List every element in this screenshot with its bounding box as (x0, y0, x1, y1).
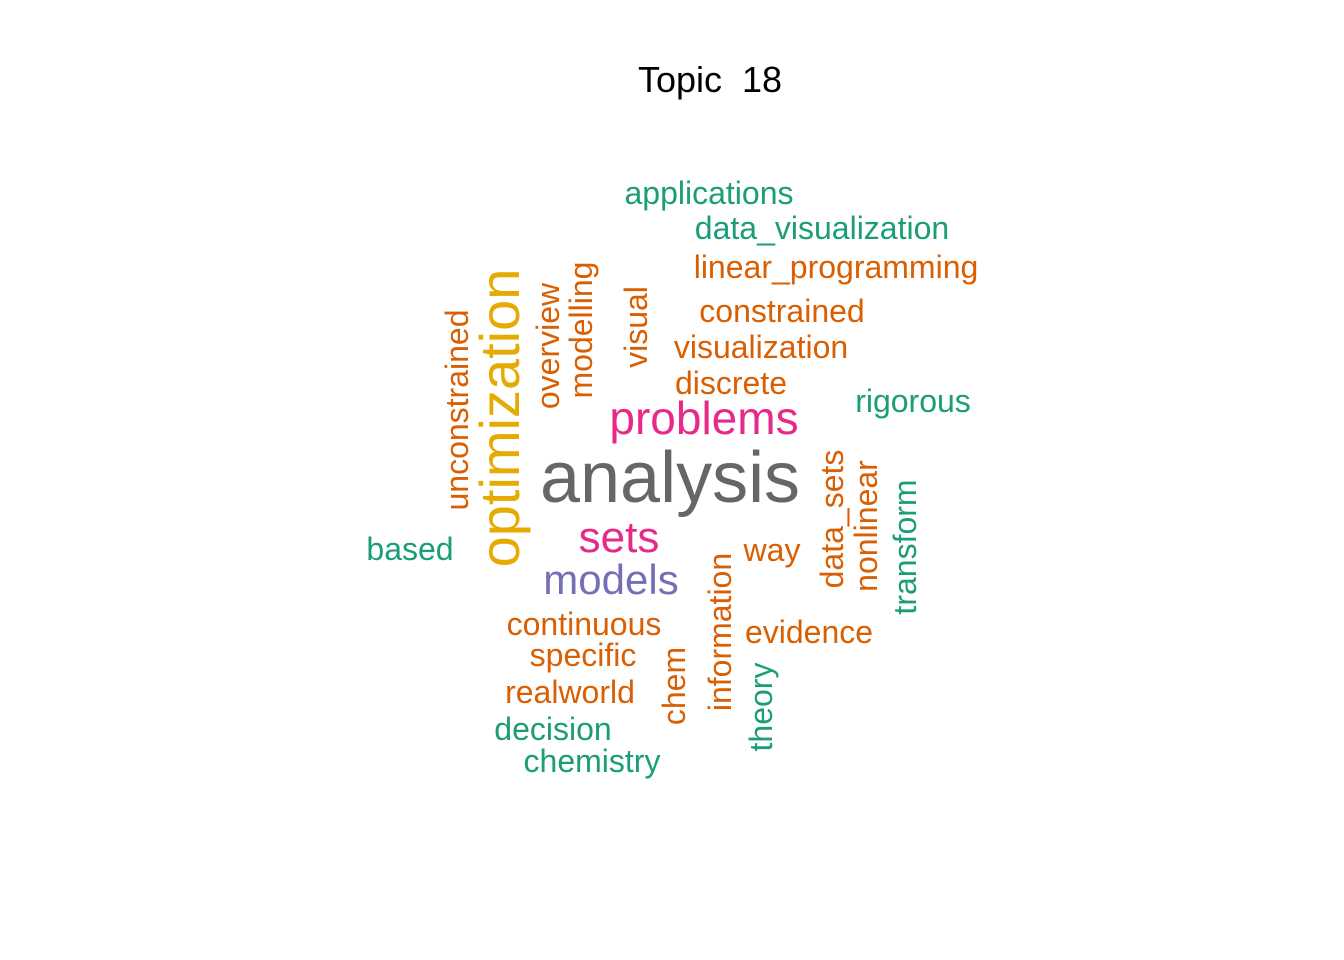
chart-title: Topic 18 (637, 59, 783, 100)
word-analysis: analysis (539, 438, 801, 518)
word-theory: theory (743, 662, 779, 752)
word-visualization: visualization (673, 329, 849, 365)
word-chem: chem (656, 646, 692, 726)
word-sets: sets (578, 513, 660, 562)
word-applications: applications (624, 175, 794, 211)
word-realworld: realworld (505, 674, 635, 710)
word-visual: visual (618, 286, 654, 368)
word-specific: specific (529, 637, 637, 673)
word-evidence: evidence (744, 614, 874, 650)
word-data-sets: data_sets (814, 449, 850, 589)
word-data-visualization: data_visualization (694, 210, 950, 246)
word-transform: transform (887, 479, 923, 615)
word-nonlinear: nonlinear (848, 460, 884, 592)
word-discrete: discrete (674, 365, 788, 401)
word-constrained: constrained (699, 293, 865, 329)
word-information: information (702, 552, 738, 712)
word-linear-programming: linear_programming (693, 249, 979, 285)
word-models: models (543, 556, 679, 603)
word-way: way (743, 532, 801, 568)
word-continuous: continuous (506, 606, 662, 642)
word-rigorous: rigorous (855, 383, 971, 419)
word-overview: overview (530, 282, 566, 410)
word-based: based (366, 531, 454, 567)
word-unconstrained: unconstrained (439, 309, 475, 511)
word-chemistry: chemistry (523, 743, 661, 779)
word-modelling: modelling (563, 261, 599, 399)
word-decision: decision (494, 711, 612, 747)
word-problems: problems (609, 392, 799, 444)
word-optimization: optimization (468, 268, 531, 568)
